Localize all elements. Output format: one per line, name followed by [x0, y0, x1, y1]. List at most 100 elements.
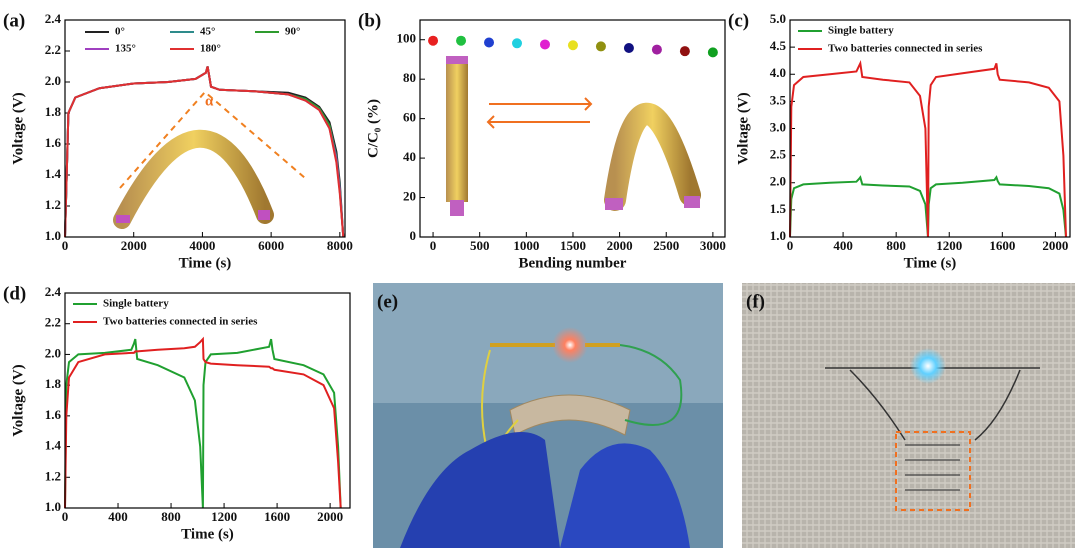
- y-tick-label: 100: [397, 31, 417, 46]
- x-tick-label: 0: [62, 238, 69, 253]
- panel-label: (b): [358, 10, 381, 31]
- series-line: [64, 338, 342, 509]
- point: [623, 43, 634, 54]
- x-tick-label: 800: [886, 238, 906, 253]
- x-tick-label: 0: [62, 509, 69, 524]
- point: [512, 38, 523, 49]
- y-axis-label: Voltage (V): [10, 92, 26, 164]
- plot-frame: [419, 19, 726, 238]
- inset-b: [446, 56, 701, 216]
- y-tick-label: 2.0: [770, 174, 786, 189]
- y-tick-label: 1.2: [45, 197, 61, 212]
- x-tick-label: 1600: [264, 509, 290, 524]
- x-tick-label: 1200: [936, 238, 962, 253]
- x-tick-label: 1500: [560, 238, 586, 253]
- x-tick-label: 2000: [607, 238, 633, 253]
- x-tick-label: 1200: [211, 509, 237, 524]
- point: [484, 37, 495, 48]
- y-tick-label: 4.5: [770, 38, 787, 53]
- y-tick-label: 1.0: [45, 228, 61, 243]
- point: [539, 39, 550, 50]
- y-tick-label: 0: [410, 228, 417, 243]
- annotation: α: [205, 93, 214, 109]
- x-tick-label: 2000: [317, 509, 343, 524]
- series-line: [64, 66, 345, 238]
- x-tick-label: 500: [470, 238, 490, 253]
- x-tick-label: 0: [787, 238, 794, 253]
- point: [707, 47, 718, 58]
- plot-frame: [64, 292, 351, 509]
- photo-f: [742, 283, 1075, 548]
- legend-label: Two batteries connected in series: [828, 43, 983, 55]
- y-tick-label: 2.2: [45, 315, 61, 330]
- legend-label: Two batteries connected in series: [103, 316, 258, 328]
- legend-label: 135°: [115, 43, 136, 55]
- y-tick-label: 80: [403, 70, 416, 85]
- y-tick-label: 1.4: [45, 438, 62, 453]
- y-axis-label: C/C₀ (%): [365, 99, 381, 158]
- y-tick-label: 1.8: [45, 376, 62, 391]
- series-line: [64, 66, 345, 238]
- series-line: [64, 336, 342, 509]
- x-tick-label: 400: [108, 509, 128, 524]
- inset-a: [113, 90, 306, 229]
- y-tick-label: 20: [403, 189, 416, 204]
- y-tick-label: 1.2: [45, 468, 61, 483]
- y-tick-label: 1.0: [770, 228, 786, 243]
- x-tick-label: 0: [430, 238, 437, 253]
- y-tick-label: 4.0: [770, 65, 786, 80]
- point: [595, 41, 606, 52]
- y-tick-label: 5.0: [770, 11, 786, 26]
- point: [567, 40, 578, 51]
- y-tick-label: 2.0: [45, 73, 61, 88]
- x-tick-label: 1000: [513, 238, 539, 253]
- point: [428, 35, 439, 46]
- legend-label: 90°: [285, 26, 300, 38]
- photo-e: [373, 283, 723, 548]
- series-line: [789, 60, 1067, 238]
- x-tick-label: 1600: [989, 238, 1015, 253]
- y-tick-label: 1.5: [770, 201, 787, 216]
- y-axis-label: Voltage (V): [10, 364, 26, 436]
- x-axis-label: Bending number: [519, 255, 627, 271]
- y-tick-label: 2.4: [45, 11, 62, 26]
- panel-label: (d): [3, 283, 26, 304]
- plot-frame: [64, 19, 346, 238]
- point: [679, 46, 690, 57]
- series-line: [64, 66, 345, 238]
- x-tick-label: 2000: [121, 238, 147, 253]
- x-tick-label: 2500: [653, 238, 679, 253]
- plot-frame: [789, 19, 1071, 238]
- x-tick-label: 800: [161, 509, 181, 524]
- x-tick-label: 8000: [327, 238, 353, 253]
- legend-label: 180°: [200, 43, 221, 55]
- panel-label: (e): [377, 291, 398, 312]
- y-tick-label: 1.8: [45, 104, 62, 119]
- x-axis-label: Time (s): [179, 255, 232, 271]
- x-tick-label: 400: [833, 238, 853, 253]
- panel-label: (c): [728, 10, 749, 31]
- y-tick-label: 2.0: [45, 345, 61, 360]
- y-tick-label: 1.6: [45, 407, 62, 422]
- point: [651, 44, 662, 55]
- point: [456, 35, 467, 46]
- series-line: [64, 66, 345, 238]
- x-tick-label: 3000: [700, 238, 726, 253]
- x-tick-label: 6000: [258, 238, 284, 253]
- y-tick-label: 2.5: [770, 147, 787, 162]
- x-axis-label: Time (s): [904, 255, 957, 271]
- y-tick-label: 3.5: [770, 92, 787, 107]
- y-axis-label: Voltage (V): [735, 92, 751, 164]
- x-tick-label: 4000: [189, 238, 215, 253]
- y-tick-label: 40: [403, 149, 416, 164]
- x-tick-label: 2000: [1042, 238, 1068, 253]
- x-axis-label: Time (s): [181, 526, 234, 542]
- panel-label: (f): [746, 291, 765, 312]
- legend-label: Single battery: [828, 25, 894, 37]
- series-line: [64, 66, 345, 238]
- legend-label: 0°: [115, 26, 125, 38]
- panel-label: (a): [3, 10, 25, 31]
- y-tick-label: 1.6: [45, 135, 62, 150]
- y-tick-label: 3.0: [770, 119, 786, 134]
- y-tick-label: 2.4: [45, 284, 62, 299]
